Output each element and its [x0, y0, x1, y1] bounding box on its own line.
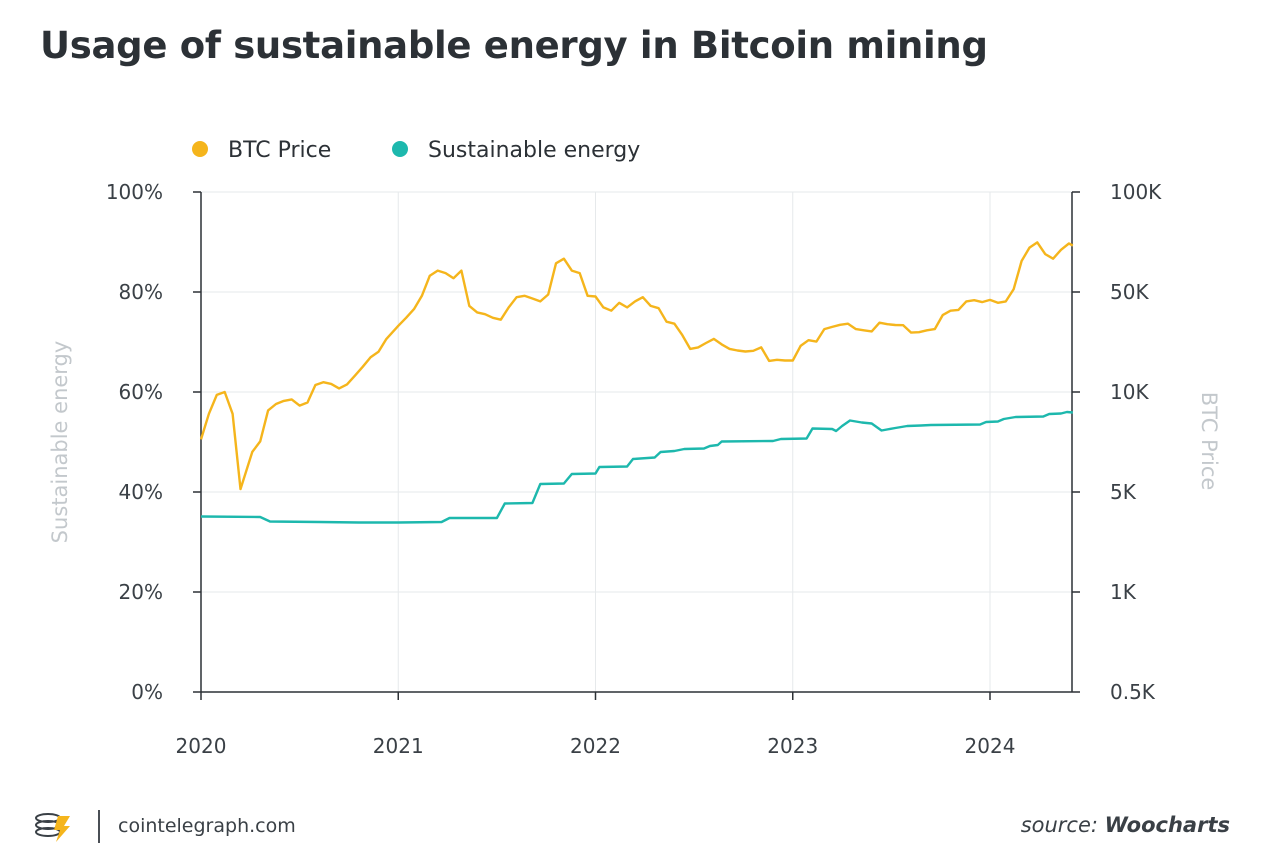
x-axis-ticks: 2020 2021 2022 2023 2024 — [176, 692, 1016, 758]
left-tick-label: 20% — [119, 580, 163, 604]
axes — [200, 192, 1073, 693]
x-tick-label: 2024 — [965, 734, 1016, 758]
cointelegraph-logo-icon — [35, 813, 70, 842]
footer-divider — [98, 810, 100, 843]
footer-brand: cointelegraph.com — [118, 815, 296, 837]
legend: BTC Price Sustainable energy — [192, 138, 640, 163]
left-tick-label: 80% — [119, 280, 163, 304]
left-axis-ticks: 0% 20% 40% 60% 80% 100% — [106, 180, 201, 704]
source-prefix: source: — [1020, 813, 1098, 837]
right-tick-label: 1K — [1110, 580, 1137, 604]
right-tick-label: 100K — [1110, 180, 1162, 204]
left-tick-label: 100% — [106, 180, 163, 204]
x-tick-label: 2023 — [767, 734, 818, 758]
left-tick-label: 40% — [119, 480, 163, 504]
chart-title: Usage of sustainable energy in Bitcoin m… — [40, 24, 988, 67]
left-tick-label: 0% — [131, 680, 163, 704]
right-axis-title: BTC Price — [1197, 392, 1221, 491]
x-tick-label: 2020 — [176, 734, 227, 758]
x-tick-label: 2021 — [373, 734, 424, 758]
right-tick-label: 5K — [1110, 480, 1137, 504]
legend-label-sustainable-energy: Sustainable energy — [428, 138, 640, 163]
grid — [201, 191, 1072, 692]
source-credit: source: Woocharts — [1021, 813, 1230, 837]
right-tick-label: 10K — [1110, 380, 1149, 404]
source-name: Woocharts — [1104, 813, 1230, 837]
series — [199, 241, 1074, 524]
right-tick-label: 50K — [1110, 280, 1149, 304]
right-axis-ticks: 0.5K 1K 5K 10K 50K 100K — [1072, 180, 1162, 704]
legend-marker-btc-price — [192, 141, 208, 157]
chart: BTC Price Sustainable energy 0% 20% 40% 60%… — [48, 138, 1221, 758]
series-line-sustainable-energy — [200, 410, 1073, 524]
legend-label-btc-price: BTC Price — [228, 138, 331, 163]
left-tick-label: 60% — [119, 380, 163, 404]
series-line-btc-price — [199, 241, 1074, 491]
left-axis-title: Sustainable energy — [48, 341, 72, 544]
x-tick-label: 2022 — [570, 734, 621, 758]
right-tick-label: 0.5K — [1110, 680, 1156, 704]
legend-marker-sustainable-energy — [392, 141, 408, 157]
